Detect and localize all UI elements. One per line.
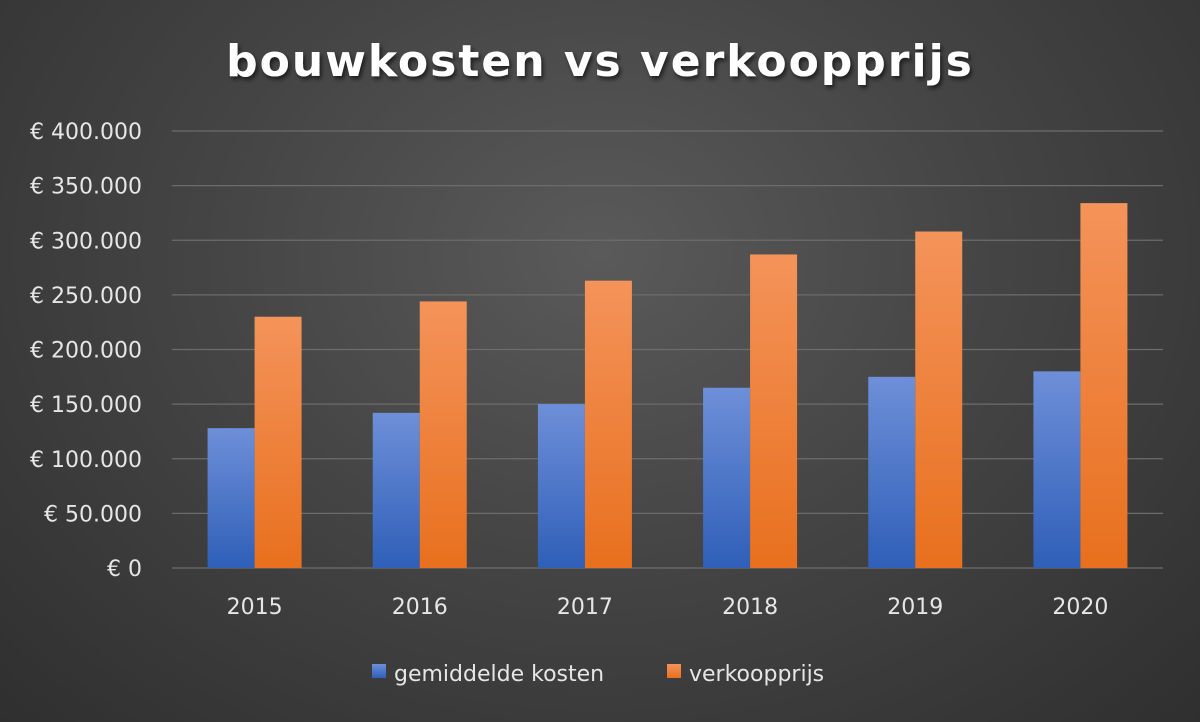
x-category-label-2018: 2018 <box>722 595 778 620</box>
y-tick-label: € 250.000 <box>30 284 142 309</box>
x-category-label-2016: 2016 <box>392 595 448 620</box>
legend: gemiddelde kosten verkoopprijs <box>372 662 824 687</box>
bar-gemiddelde-kosten-2015 <box>207 428 255 568</box>
bar-gemiddelde-kosten-2018 <box>703 387 751 568</box>
y-tick-label: € 100.000 <box>30 448 142 473</box>
x-category-label-2020: 2020 <box>1052 595 1108 620</box>
legend-swatch-verkoopprijs <box>667 664 681 678</box>
y-tick-label: € 300.000 <box>30 229 142 254</box>
gridlines <box>172 130 1163 569</box>
bar-gemiddelde-kosten-2020 <box>1033 371 1081 568</box>
bar-gemiddelde-kosten-2019 <box>868 376 916 568</box>
bar-gemiddelde-kosten-2016 <box>372 412 420 568</box>
y-tick-label: € 400.000 <box>30 120 142 145</box>
chart-title: bouwkosten vs verkoopprijs <box>226 36 974 87</box>
y-axis-tick-labels: € 0 € 50.000 € 100.000 € 150.000 € 200.000 € … <box>30 120 142 582</box>
bar-gemiddelde-kosten-2017 <box>537 404 585 568</box>
legend-swatch-gemiddelde-kosten <box>372 664 386 678</box>
bars <box>207 203 1128 569</box>
bar-verkoopprijs-2015 <box>254 316 302 568</box>
bar-verkoopprijs-2017 <box>584 280 632 568</box>
legend-label-verkoopprijs: verkoopprijs <box>689 662 824 687</box>
y-tick-label: € 150.000 <box>30 393 142 418</box>
x-category-label-2017: 2017 <box>557 595 613 620</box>
bar-verkoopprijs-2016 <box>419 301 467 568</box>
x-category-label-2019: 2019 <box>887 595 943 620</box>
y-tick-label: € 350.000 <box>30 175 142 200</box>
x-axis-category-labels: 2015 2016 2017 2018 2019 2020 <box>227 595 1109 620</box>
y-tick-label: € 0 <box>107 557 142 582</box>
bar-verkoopprijs-2019 <box>915 231 963 568</box>
y-tick-label: € 50.000 <box>44 502 142 527</box>
bar-verkoopprijs-2020 <box>1080 203 1128 569</box>
y-tick-label: € 200.000 <box>30 339 142 364</box>
legend-label-gemiddelde-kosten: gemiddelde kosten <box>394 662 604 687</box>
bar-verkoopprijs-2018 <box>750 254 798 568</box>
x-category-label-2015: 2015 <box>227 595 283 620</box>
